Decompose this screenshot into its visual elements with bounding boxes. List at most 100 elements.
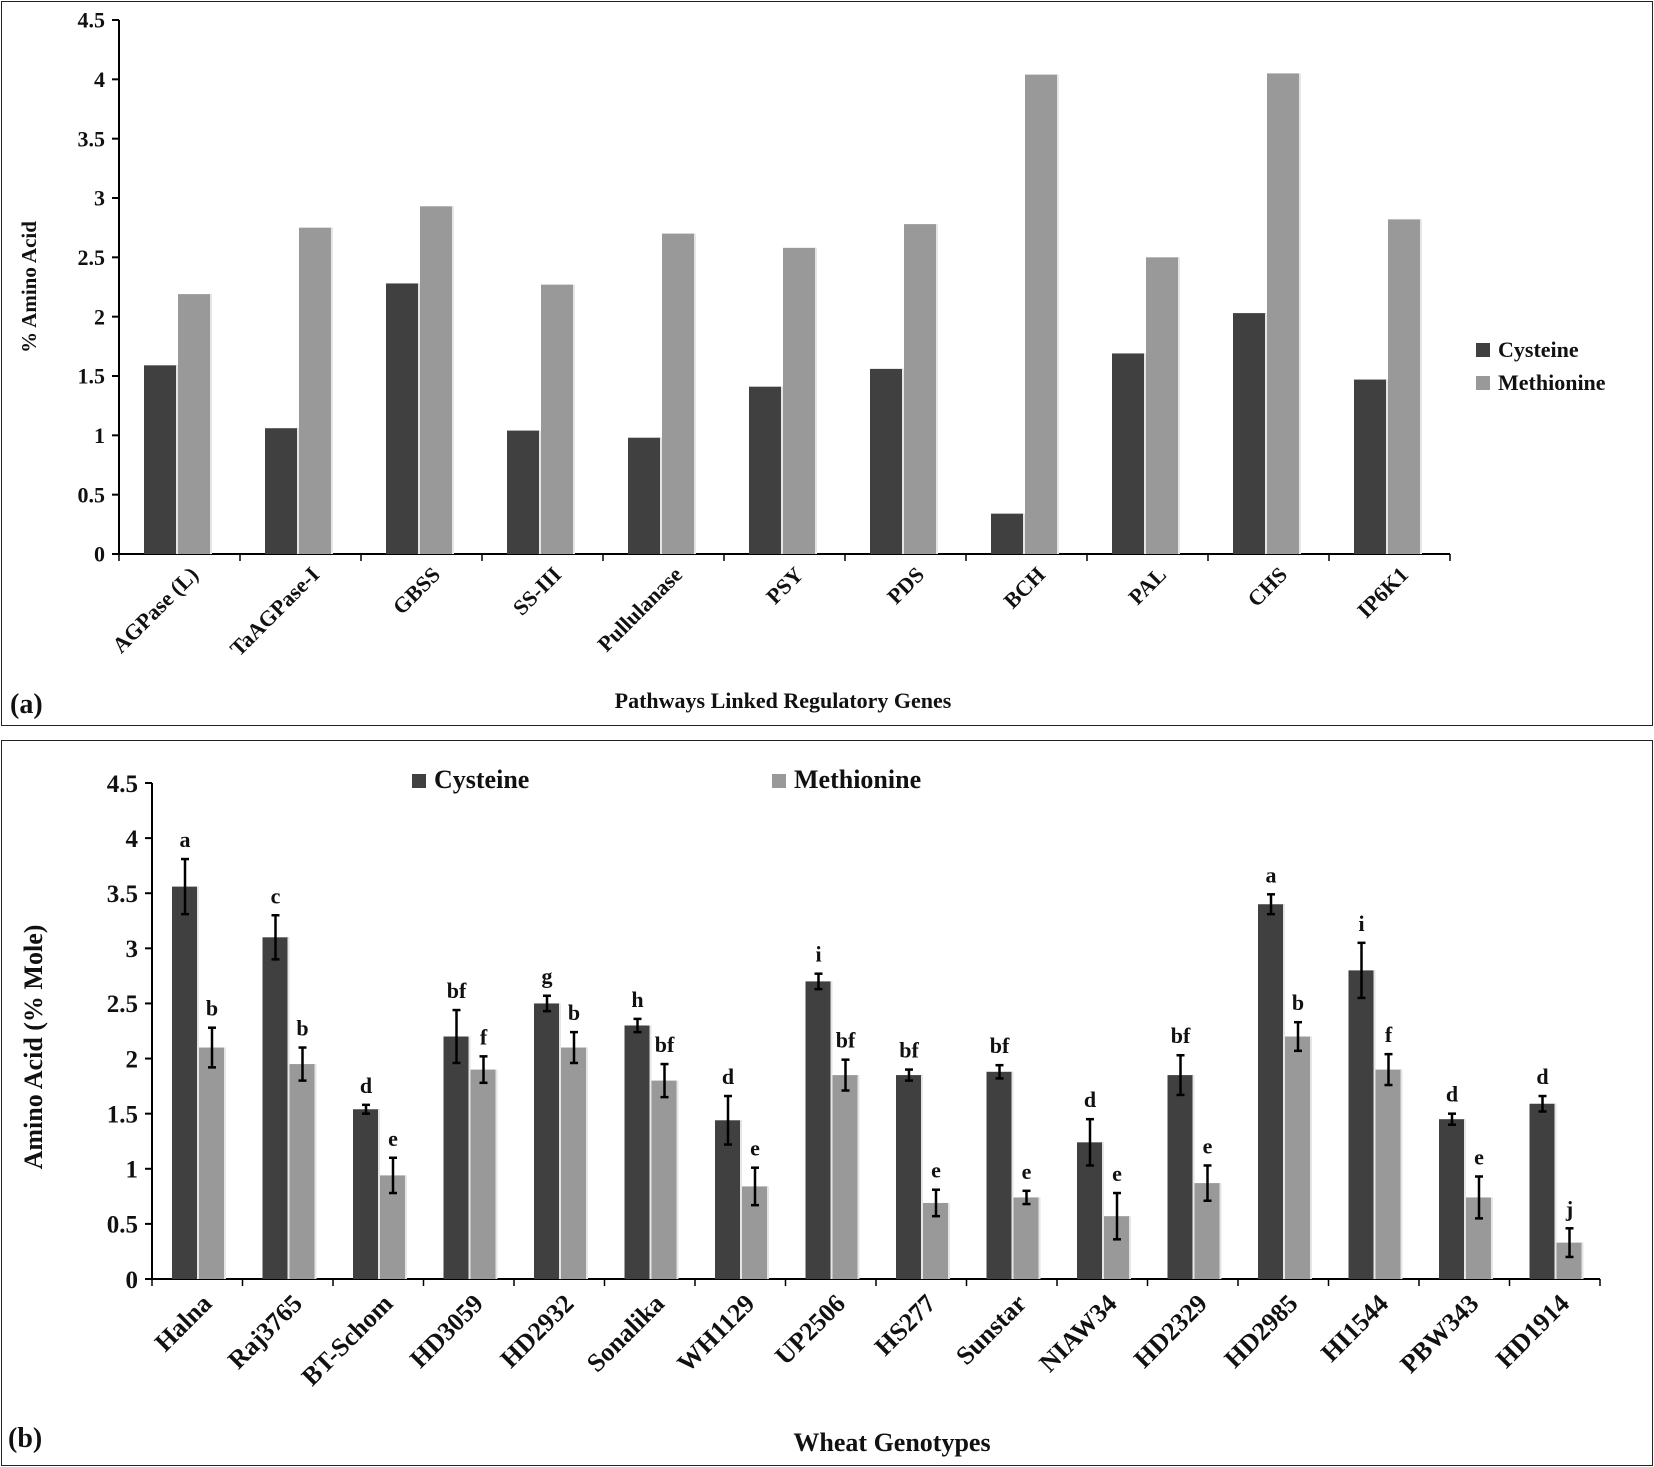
bar-methionine [662, 233, 695, 554]
bar-cysteine [986, 1071, 1013, 1279]
significance-label: b [206, 996, 218, 1021]
bar-cysteine [144, 365, 177, 554]
bar-cysteine [624, 1025, 651, 1279]
significance-label: f [1385, 1022, 1393, 1047]
bar-cysteine [1112, 353, 1145, 554]
legend-swatch-cysteine [1476, 343, 1490, 357]
bar-cysteine [749, 386, 782, 554]
panel-label: (a) [10, 689, 43, 720]
significance-label: e [1022, 1159, 1032, 1184]
x-tick-label: Sunstar [950, 1289, 1032, 1371]
bar-methionine [299, 227, 332, 554]
significance-label: e [1474, 1144, 1484, 1169]
bar-methionine [289, 1064, 316, 1279]
legend-label-cysteine: Cysteine [1498, 337, 1579, 362]
legend-swatch-methionine [772, 774, 786, 788]
significance-label: d [360, 1073, 372, 1098]
bar-cysteine [1167, 1075, 1194, 1279]
bar-methionine [1285, 1036, 1311, 1279]
bar-methionine [832, 1075, 859, 1279]
significance-label: h [631, 987, 643, 1012]
y-tick-label: 1.5 [107, 1101, 138, 1128]
y-tick-label: 3.5 [78, 126, 106, 151]
significance-label: b [296, 1016, 308, 1041]
y-tick-label: 0 [94, 542, 105, 567]
x-tick-label: HD2329 [1128, 1289, 1213, 1374]
chart-a: 0 0.5 1 1.5 2 2.5 3 3.5 4 4.5 AGPase (L) TaAGPase-I… [10, 8, 1606, 720]
bar-cysteine [715, 1120, 741, 1279]
x-tick-label: HI1544 [1315, 1289, 1394, 1368]
legend-swatch-cysteine [412, 774, 426, 788]
bar-cysteine [443, 1036, 470, 1279]
x-tick-label: BT-Schom [296, 1288, 399, 1391]
y-tick-label: 4 [126, 826, 139, 853]
bar-methionine [1025, 74, 1058, 554]
significance-label: bf [1171, 1023, 1191, 1048]
x-tick-label: GBSS [388, 562, 445, 619]
significance-label: b [1292, 990, 1304, 1015]
significance-label: e [388, 1126, 398, 1151]
bar-methionine [470, 1069, 497, 1279]
bar-methionine [541, 284, 574, 554]
bar-cysteine [386, 283, 419, 554]
x-tick-label: IP6K1 [1352, 562, 1413, 623]
significance-label: bf [447, 978, 467, 1003]
significance-label: d [722, 1064, 734, 1089]
y-tick-label: 2.5 [107, 991, 138, 1018]
bar-cysteine [265, 428, 298, 554]
x-axis-title: Wheat Genotypes [793, 1428, 990, 1457]
y-tick-label: 4.5 [78, 8, 106, 33]
y-tick-label: 1 [126, 1157, 139, 1184]
x-tick-label: PSY [761, 562, 808, 609]
y-tick-label: 0.5 [78, 482, 106, 507]
significance-label: i [815, 942, 821, 967]
bar-cysteine [628, 437, 661, 554]
bar-methionine [651, 1080, 678, 1279]
significance-label: e [1203, 1133, 1213, 1158]
bar-cysteine [896, 1075, 922, 1279]
bar-methionine [1013, 1197, 1040, 1279]
x-tick-label: PAL [1123, 562, 1171, 610]
x-tick-label: WH1129 [672, 1289, 761, 1378]
bar-cysteine [1348, 970, 1375, 1279]
x-tick-label: HS277 [869, 1289, 942, 1362]
significance-label: c [271, 883, 281, 908]
significance-label: d [1446, 1082, 1458, 1107]
y-tick-label: 3 [126, 936, 139, 963]
y-tick-label: 1.5 [78, 364, 106, 389]
bar-cysteine [172, 886, 198, 1279]
bar-cysteine [534, 1003, 560, 1279]
y-tick-label: 2 [126, 1046, 139, 1073]
bar-cysteine [991, 513, 1024, 554]
bar-cysteine [507, 430, 540, 554]
y-tick-label: 0 [126, 1267, 139, 1294]
x-tick-label: AGPase (L) [107, 562, 203, 658]
x-tick-label: BCH [999, 562, 1050, 613]
legend-swatch-methionine [1476, 376, 1490, 390]
bar-methionine [561, 1047, 587, 1279]
bar-cysteine [870, 368, 903, 554]
legend-label-cysteine: Cysteine [434, 765, 529, 794]
bar-methionine [1267, 73, 1300, 555]
bar-methionine [1388, 219, 1421, 555]
significance-label: bf [655, 1032, 675, 1057]
x-tick-label: HD2932 [495, 1289, 580, 1374]
significance-label: bf [990, 1033, 1010, 1058]
x-tick-label: Raj3765 [222, 1289, 308, 1375]
bar-cysteine [262, 937, 289, 1279]
bar-methionine [783, 247, 816, 554]
x-tick-label: CHS [1242, 562, 1292, 612]
x-tick-label: NIAW34 [1034, 1289, 1123, 1378]
legend-label-methionine: Methionine [1498, 370, 1606, 395]
significance-label: bf [836, 1028, 856, 1053]
x-tick-label: PDS [882, 562, 929, 609]
bar-cysteine [1439, 1119, 1465, 1279]
bar-methionine [199, 1047, 225, 1279]
x-tick-label: TaAGPase-I [225, 562, 324, 661]
legend-label-methionine: Methionine [794, 765, 921, 794]
panel-a: 0 0.5 1 1.5 2 2.5 3 3.5 4 4.5 AGPase (L) TaAGPase-I… [1, 1, 1653, 726]
significance-label: i [1358, 911, 1364, 936]
y-axis-title: Amino Acid (% Mole) [19, 925, 48, 1170]
significance-label: bf [899, 1038, 919, 1063]
